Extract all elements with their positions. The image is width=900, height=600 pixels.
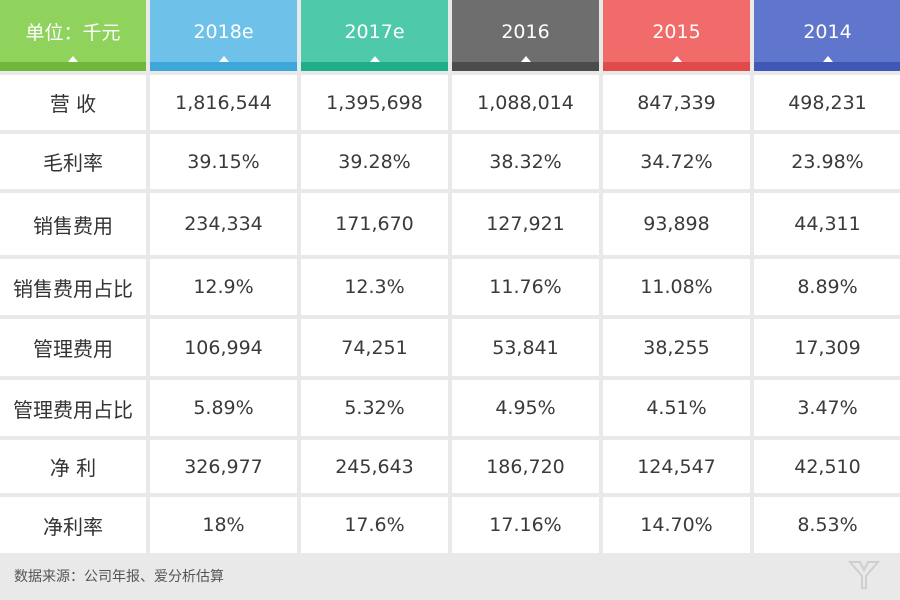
row-label: 毛利率: [0, 134, 146, 189]
table-cell: 12.3%: [301, 259, 448, 315]
table-cell: 11.76%: [452, 259, 599, 315]
table-cell: 3.47%: [754, 380, 900, 436]
header-unit: 单位：千元: [0, 0, 146, 71]
table-cell: 5.32%: [301, 380, 448, 436]
table-cell: 17.6%: [301, 497, 448, 553]
header-label: 2015: [652, 20, 701, 43]
header-year: 2017e: [301, 0, 448, 71]
table-cell: 1,395,698: [301, 75, 448, 130]
header-year: 2018e: [150, 0, 297, 71]
header-year: 2014: [754, 0, 900, 71]
header-row: 单位：千元 2018e 2017e 2016 2015 2014: [0, 0, 900, 71]
table-cell: 38.32%: [452, 134, 599, 189]
header-strip: [301, 62, 448, 71]
table-cell: 4.51%: [603, 380, 750, 436]
table-cell: 38,255: [603, 319, 750, 376]
header-notch-icon: [822, 56, 833, 62]
watermark-graphic: [847, 561, 881, 589]
table-cell: 17,309: [754, 319, 900, 376]
table-cell: 5.89%: [150, 380, 297, 436]
table-cell: 234,334: [150, 193, 297, 255]
header-notch-icon: [520, 56, 531, 62]
table-cell: 53,841: [452, 319, 599, 376]
table-cell: 39.15%: [150, 134, 297, 189]
row-label: 销售费用占比: [0, 259, 146, 315]
table-cell: 498,231: [754, 75, 900, 130]
table-row: 净 利 326,977 245,643 186,720 124,547 42,510: [0, 440, 900, 493]
table-cell: 17.16%: [452, 497, 599, 553]
table-cell: 14.70%: [603, 497, 750, 553]
table-cell: 1,816,544: [150, 75, 297, 130]
row-label: 净 利: [0, 440, 146, 493]
table-cell: 124,547: [603, 440, 750, 493]
table-cell: 11.08%: [603, 259, 750, 315]
header-label: 2017e: [344, 20, 405, 43]
table-cell: 245,643: [301, 440, 448, 493]
header-strip: [150, 62, 297, 71]
table-row: 营 收 1,816,544 1,395,698 1,088,014 847,339 498…: [0, 75, 900, 130]
table-cell: 93,898: [603, 193, 750, 255]
table-cell: 34.72%: [603, 134, 750, 189]
row-label: 营 收: [0, 75, 146, 130]
table-cell: 847,339: [603, 75, 750, 130]
header-notch-icon: [68, 56, 78, 62]
table-cell: 127,921: [452, 193, 599, 255]
row-label: 管理费用: [0, 319, 146, 376]
table-cell: 326,977: [150, 440, 297, 493]
table-cell: 44,311: [754, 193, 900, 255]
table-cell: 39.28%: [301, 134, 448, 189]
table-cell: 106,994: [150, 319, 297, 376]
header-strip: [603, 62, 750, 71]
header-strip: [452, 62, 599, 71]
data-source-note: 数据来源：公司年报、爱分析估算: [14, 569, 224, 585]
row-label: 销售费用: [0, 193, 146, 255]
header-strip: [0, 62, 146, 71]
header-year: 2016: [452, 0, 599, 71]
table-cell: 8.53%: [754, 497, 900, 553]
table-row: 管理费用占比 5.89% 5.32% 4.95% 4.51% 3.47%: [0, 380, 900, 436]
table-cell: 8.89%: [754, 259, 900, 315]
header-strip: [754, 62, 900, 71]
financial-table: 单位：千元 2018e 2017e 2016 2015 2014 营 收 1,81…: [0, 0, 900, 553]
table-row: 管理费用 106,994 74,251 53,841 38,255 17,309: [0, 319, 900, 376]
table-row: 净利率 18% 17.6% 17.16% 14.70% 8.53%: [0, 497, 900, 553]
header-label: 单位：千元: [25, 22, 121, 44]
row-label: 管理费用占比: [0, 380, 146, 436]
header-notch-icon: [671, 56, 682, 62]
table-cell: 171,670: [301, 193, 448, 255]
table-cell: 186,720: [452, 440, 599, 493]
header-notch-icon: [369, 56, 380, 62]
table-cell: 74,251: [301, 319, 448, 376]
table-row: 毛利率 39.15% 39.28% 38.32% 34.72% 23.98%: [0, 134, 900, 189]
table-row: 销售费用 234,334 171,670 127,921 93,898 44,311: [0, 193, 900, 255]
watermark-logo-icon: [846, 556, 882, 592]
header-notch-icon: [218, 56, 229, 62]
header-label: 2014: [803, 20, 852, 43]
table-cell: 18%: [150, 497, 297, 553]
header-year: 2015: [603, 0, 750, 71]
table-body: 营 收 1,816,544 1,395,698 1,088,014 847,339 498…: [0, 75, 900, 553]
table-cell: 1,088,014: [452, 75, 599, 130]
header-label: 2016: [501, 20, 550, 43]
table-cell: 23.98%: [754, 134, 900, 189]
table-cell: 12.9%: [150, 259, 297, 315]
table-row: 销售费用占比 12.9% 12.3% 11.76% 11.08% 8.89%: [0, 259, 900, 315]
row-label: 净利率: [0, 497, 146, 553]
table-cell: 4.95%: [452, 380, 599, 436]
table-cell: 42,510: [754, 440, 900, 493]
header-label: 2018e: [193, 20, 254, 43]
